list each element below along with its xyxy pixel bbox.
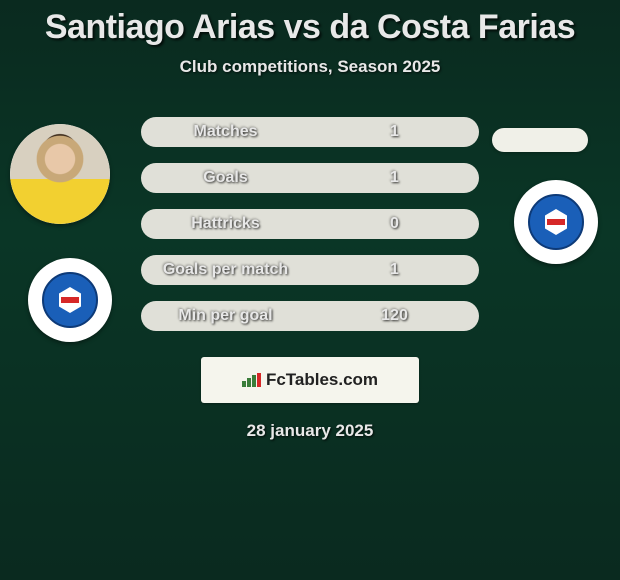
stat-row: Min per goal 120 xyxy=(0,293,620,339)
stat-value: 1 xyxy=(310,255,479,285)
stat-row: Goals 1 xyxy=(0,155,620,201)
stat-pill: Goals per match 1 xyxy=(141,255,479,285)
stat-label: Hattricks xyxy=(141,209,310,239)
stats-rows: Matches 1 Goals 1 Hattricks 0 Goals per … xyxy=(0,109,620,339)
page-title: Santiago Arias vs da Costa Farias xyxy=(0,0,620,47)
source-logo: FcTables.com xyxy=(201,357,419,403)
stat-label: Goals per match xyxy=(141,255,310,285)
stat-label: Goals xyxy=(141,163,310,193)
page-subtitle: Club competitions, Season 2025 xyxy=(0,57,620,77)
comparison-card: Santiago Arias vs da Costa Farias Club c… xyxy=(0,0,620,580)
source-logo-text: FcTables.com xyxy=(266,370,378,390)
stat-pill: Hattricks 0 xyxy=(141,209,479,239)
stat-value: 0 xyxy=(310,209,479,239)
stat-row: Hattricks 0 xyxy=(0,201,620,247)
stat-value: 1 xyxy=(310,163,479,193)
stat-pill: Min per goal 120 xyxy=(141,301,479,331)
stat-value: 1 xyxy=(310,117,479,147)
stat-label: Min per goal xyxy=(141,301,310,331)
stat-pill: Matches 1 xyxy=(141,117,479,147)
stat-pill: Goals 1 xyxy=(141,163,479,193)
stat-label: Matches xyxy=(141,117,310,147)
stat-row: Matches 1 xyxy=(0,109,620,155)
snapshot-date: 28 january 2025 xyxy=(0,421,620,441)
stat-value: 120 xyxy=(310,301,479,331)
stat-row: Goals per match 1 xyxy=(0,247,620,293)
bar-chart-icon xyxy=(242,373,262,387)
